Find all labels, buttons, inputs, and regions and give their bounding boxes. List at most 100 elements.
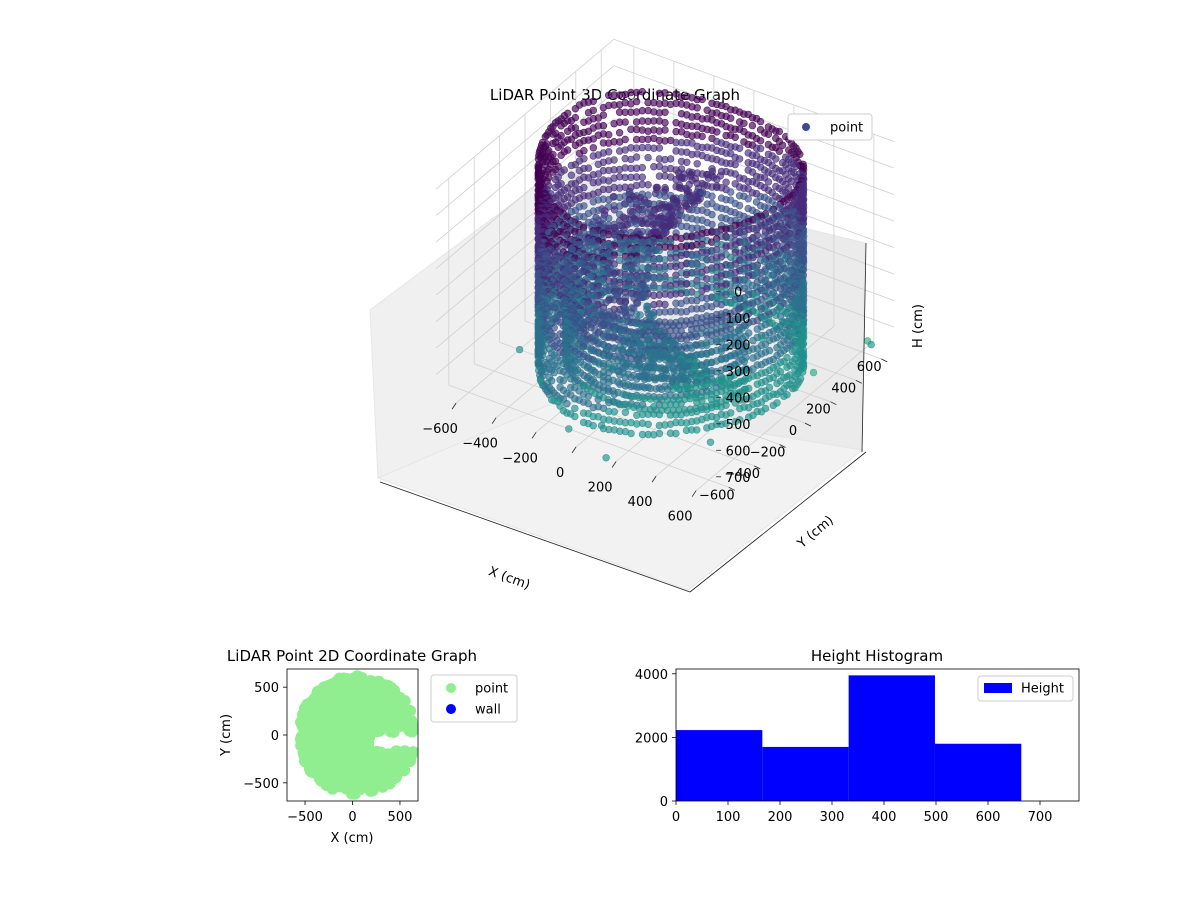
point-3d — [693, 160, 701, 168]
point-3d — [809, 368, 818, 377]
point-3d — [515, 345, 524, 354]
point-3d — [726, 114, 735, 122]
point-3d — [559, 376, 568, 385]
y-tick-label-3d: 600 — [857, 360, 882, 375]
plot-area-2d — [294, 670, 418, 800]
legend-3d-marker — [802, 123, 810, 131]
point-3d — [584, 392, 592, 400]
z-tick-label-3d: 400 — [726, 391, 751, 406]
point-3d — [672, 175, 680, 184]
point-cloud-3d — [515, 87, 875, 462]
point-3d — [632, 220, 641, 228]
x-tick-label-3d: −400 — [462, 437, 498, 452]
point-3d — [698, 342, 706, 350]
point-3d — [554, 143, 562, 152]
point-2d — [354, 779, 367, 792]
z-tick-label-3d: 200 — [726, 338, 751, 353]
point-2d — [346, 763, 359, 776]
point-3d — [589, 403, 597, 412]
legend-2d-point-label: point — [475, 682, 508, 697]
point-3d — [756, 137, 765, 145]
histogram-bar — [762, 746, 849, 801]
point-3d — [748, 121, 757, 130]
hist-y-tick-label: 2000 — [635, 731, 668, 746]
point-3d — [688, 113, 696, 121]
point-3d — [599, 103, 608, 112]
point-2d — [378, 718, 391, 731]
point-3d — [575, 149, 584, 158]
point-3d — [633, 420, 641, 428]
point-3d — [655, 421, 664, 430]
point-3d — [655, 127, 664, 135]
point-3d — [717, 347, 725, 355]
point-3d — [731, 133, 739, 142]
legend-2d: point wall — [430, 674, 518, 723]
point-3d — [589, 152, 597, 160]
point-3d — [661, 155, 669, 164]
point-3d — [698, 132, 706, 141]
point-3d — [615, 129, 624, 137]
point-2d — [309, 741, 322, 754]
point-3d — [769, 401, 777, 410]
point-3d — [693, 281, 701, 290]
y-tick-label-2d: −500 — [243, 777, 279, 792]
point-3d — [644, 420, 652, 428]
point-3d — [677, 234, 685, 243]
hist-x-tick-label: 200 — [768, 810, 793, 825]
y-tick-label-2d: 0 — [271, 729, 279, 744]
x-tick-label-3d: 600 — [668, 510, 693, 525]
legend-hist: Height — [977, 675, 1074, 702]
point-2d — [398, 695, 411, 708]
point-3d — [708, 109, 716, 117]
point-3d — [703, 200, 711, 208]
point-3d — [867, 340, 875, 349]
point-3d — [682, 419, 691, 427]
point-3d — [740, 119, 748, 128]
x-axis-label-3d: X (cm) — [486, 564, 532, 593]
x-tick-label-2d: −500 — [287, 810, 323, 825]
point-3d — [557, 151, 565, 159]
point-3d — [764, 178, 773, 186]
point-3d — [621, 108, 629, 117]
point-3d — [778, 141, 787, 150]
point-3d — [736, 249, 744, 257]
hist-y-tick-label: 0 — [660, 795, 668, 810]
point-3d — [722, 178, 730, 187]
point-3d — [594, 395, 602, 404]
point-3d — [615, 202, 624, 210]
point-3d — [661, 192, 669, 200]
y-tick-label-2d: 500 — [254, 681, 279, 696]
point-3d — [551, 183, 560, 192]
point-3d — [677, 299, 685, 308]
point-3d — [589, 144, 597, 152]
height-histogram-chart: Height Histogram 0 100 200 300 400 500 600 7000… — [635, 647, 1080, 825]
point-3d — [672, 263, 680, 271]
point-3d — [726, 188, 735, 196]
point-3d — [655, 109, 664, 117]
point-3d — [682, 426, 691, 435]
legend-2d-point-marker — [446, 683, 456, 693]
point-2d — [391, 709, 404, 722]
point-3d — [693, 95, 701, 104]
y-tick-label-3d: 200 — [806, 403, 831, 418]
legend-2d-wall-label: wall — [475, 703, 501, 718]
point-3d — [644, 181, 652, 189]
point-3d — [644, 127, 652, 135]
point-3d — [713, 175, 721, 184]
point-3d — [661, 118, 669, 127]
grid-left-h — [435, 38, 615, 190]
point-3d — [650, 163, 658, 171]
point-3d — [756, 117, 765, 126]
x-tick-label-3d: −200 — [502, 451, 538, 466]
point-3d — [567, 161, 576, 170]
lidar-3d-chart: LiDAR Point 3D Coordinate Graph −600−400… — [369, 38, 926, 593]
point-3d — [707, 303, 716, 311]
point-3d — [604, 196, 613, 204]
point-3d — [610, 119, 618, 128]
legend-hist-label: Height — [1021, 682, 1064, 697]
legend-3d-label: point — [830, 121, 863, 136]
x-tick-label-3d: 200 — [588, 481, 613, 496]
point-3d — [735, 144, 744, 153]
y-axis-label-3d: Y (cm) — [794, 513, 837, 552]
point-3d — [605, 378, 613, 386]
